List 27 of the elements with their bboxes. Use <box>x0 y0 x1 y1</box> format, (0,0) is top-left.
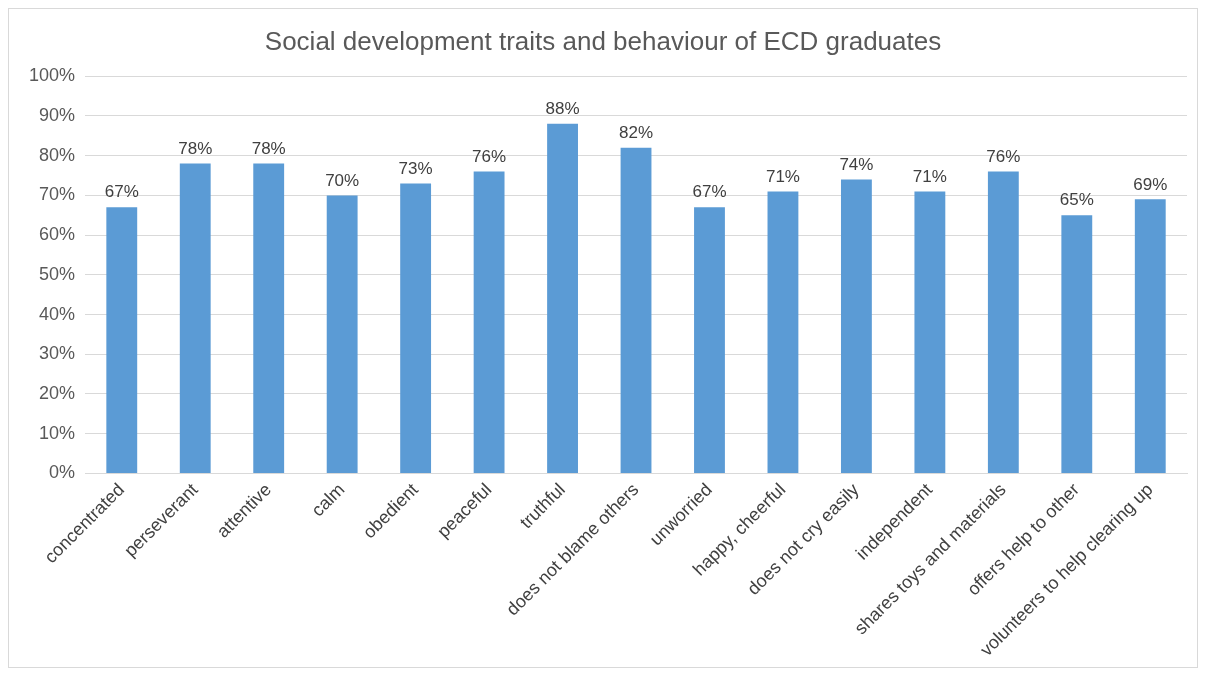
y-tick-label: 90% <box>39 104 76 125</box>
data-label: 82% <box>619 122 654 142</box>
data-label: 78% <box>251 138 286 158</box>
y-tick-label: 100% <box>28 65 76 86</box>
chart-title: Social development traits and behaviour of ECD graduates <box>264 25 942 56</box>
data-label: 74% <box>839 154 874 174</box>
y-tick-label: 0% <box>49 462 76 483</box>
data-label: 67% <box>692 182 727 202</box>
data-label: 71% <box>765 166 800 186</box>
data-label: 76% <box>986 146 1021 166</box>
data-label: 73% <box>398 158 433 178</box>
y-tick-label: 30% <box>39 343 76 364</box>
data-label: 70% <box>325 170 360 190</box>
data-label: 76% <box>472 146 507 166</box>
data-label: 78% <box>178 138 213 158</box>
data-label: 67% <box>104 182 139 202</box>
y-tick-label: 60% <box>39 224 76 245</box>
y-tick-label: 70% <box>39 184 76 205</box>
y-tick-label: 40% <box>39 303 76 324</box>
y-tick-label: 80% <box>39 144 76 165</box>
data-label: 69% <box>1133 174 1168 194</box>
data-label: 65% <box>1059 190 1094 210</box>
y-tick-label: 20% <box>39 382 76 403</box>
data-label: 88% <box>545 99 580 119</box>
y-tick-label: 50% <box>39 263 76 284</box>
y-tick-label: 10% <box>39 422 76 443</box>
data-label: 71% <box>912 166 947 186</box>
